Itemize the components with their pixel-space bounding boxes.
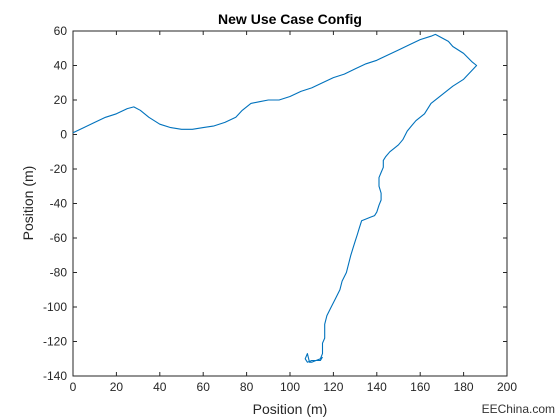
x-tick-label: 80 (240, 380, 254, 394)
y-tick-label: 0 (60, 128, 67, 142)
y-tick-label: -20 (50, 162, 68, 176)
y-tick-label: -40 (50, 197, 68, 211)
x-tick-label: 0 (70, 380, 77, 394)
y-axis-label: Position (m) (20, 166, 36, 241)
series-line (72, 33, 478, 363)
plot-area (72, 30, 508, 377)
x-tick-label: 120 (323, 380, 343, 394)
y-tick-label: 60 (54, 24, 68, 38)
x-tick-label: 40 (153, 380, 167, 394)
x-tick-label: 60 (197, 380, 211, 394)
x-tick-label: 100 (280, 380, 300, 394)
axis-ticks (72, 30, 508, 377)
y-tick-label: -140 (43, 369, 67, 383)
chart-title: New Use Case Config (218, 11, 362, 27)
tick-labels: 0 20 40 60 80 100 120 140 160 180 200-140-120-100-… (43, 24, 517, 394)
y-tick-label: -120 (43, 335, 67, 349)
x-axis-label: Position (m) (253, 401, 328, 417)
x-tick-label: 160 (410, 380, 430, 394)
y-tick-label: -60 (50, 231, 68, 245)
x-tick-label: 20 (110, 380, 124, 394)
x-tick-label: 140 (367, 380, 387, 394)
x-tick-label: 200 (497, 380, 517, 394)
y-tick-label: -100 (43, 300, 67, 314)
y-tick-label: 20 (54, 93, 68, 107)
y-tick-label: -80 (50, 266, 68, 280)
x-tick-label: 180 (454, 380, 474, 394)
y-tick-label: 40 (54, 59, 68, 73)
watermark: EEChina.com (482, 402, 555, 416)
